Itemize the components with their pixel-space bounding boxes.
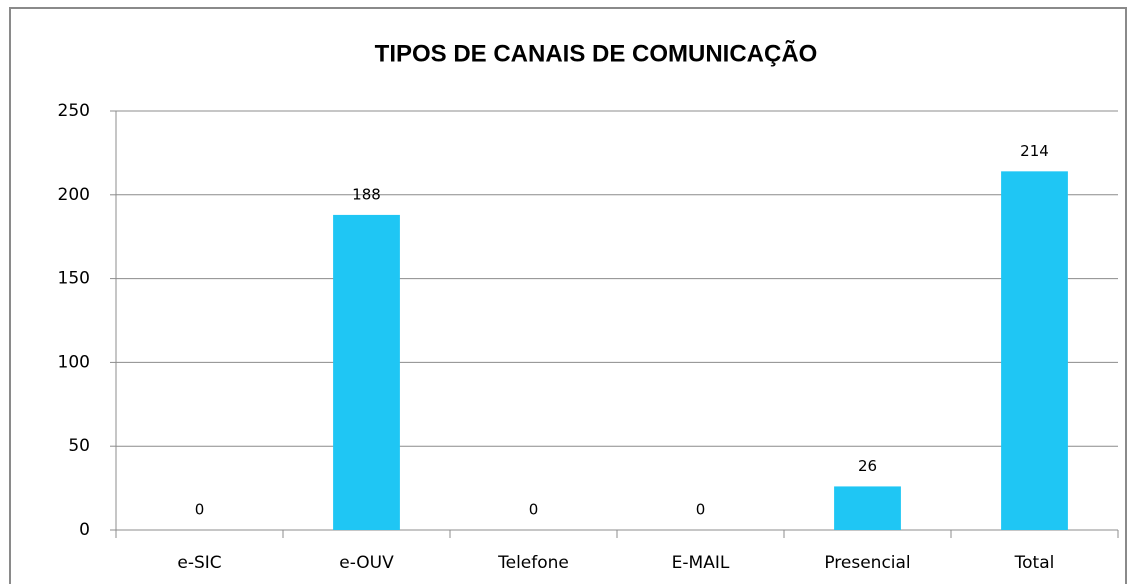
data-label: 0 <box>195 501 205 519</box>
y-tick-label: 0 <box>79 520 90 540</box>
x-tick-label: Telefone <box>497 553 569 573</box>
y-tick-label: 200 <box>58 185 90 205</box>
data-label: 0 <box>529 501 539 519</box>
data-label: 214 <box>1020 142 1049 160</box>
x-tick-label: E-MAIL <box>672 553 730 573</box>
chart-title: TIPOS DE CANAIS DE COMUNICAÇÃO <box>375 39 818 67</box>
x-tick-label: Presencial <box>824 553 910 573</box>
x-tick-label: Total <box>1014 553 1055 573</box>
bar <box>834 486 901 530</box>
y-tick-label: 150 <box>58 269 90 289</box>
y-tick-label: 100 <box>58 352 90 372</box>
bar <box>333 214 400 531</box>
chart-border <box>9 7 1127 584</box>
data-label: 26 <box>858 457 877 475</box>
y-tick-label: 50 <box>68 436 90 456</box>
x-tick-label: e-OUV <box>339 553 394 573</box>
y-tick-label: 250 <box>58 101 90 121</box>
bar <box>1001 171 1068 530</box>
data-label: 188 <box>352 185 381 203</box>
data-label: 0 <box>696 501 706 519</box>
x-tick-label: e-SIC <box>177 553 221 573</box>
